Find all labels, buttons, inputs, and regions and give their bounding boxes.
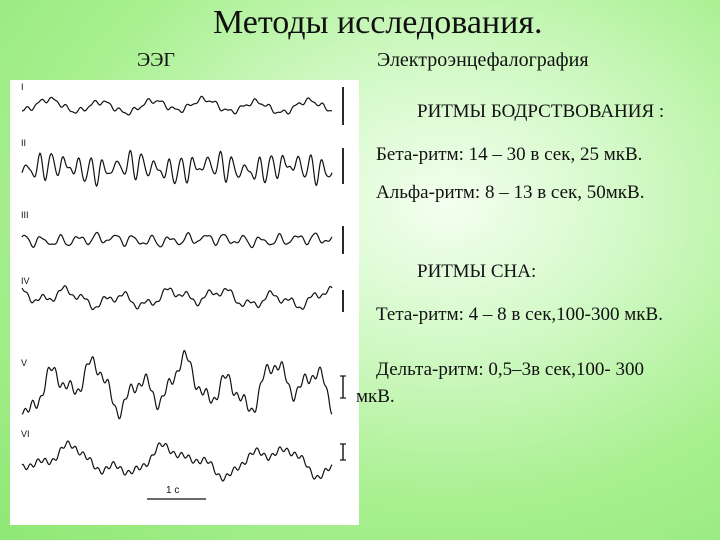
eeg-trace-label-2: II (21, 138, 26, 148)
eeg-trace-5 (21, 349, 333, 420)
eeg-trace-6 (21, 440, 333, 482)
delta-rhythm-text-continued: мкВ. (356, 386, 395, 407)
slide-title: Методы исследования. (213, 4, 543, 41)
delta-rhythm-text: Дельта-ритм: 0,5–3в сек,100- 300 (376, 359, 644, 380)
eeg-trace-label-5: V (21, 358, 27, 368)
eeg-abbreviation: ЭЭГ (137, 49, 175, 71)
eeg-trace-1 (22, 95, 333, 116)
eeg-trace-label-3: III (21, 210, 29, 220)
sleep-rhythms-heading: РИТМЫ СНА: (417, 261, 537, 282)
eeg-trace-label-4: IV (21, 276, 30, 286)
eeg-trace-4 (21, 285, 333, 311)
eeg-trace-3 (21, 231, 333, 249)
alpha-rhythm-text: Альфа-ритм: 8 – 13 в сек, 50мкВ. (376, 182, 645, 203)
beta-rhythm-text: Бета-ритм: 14 – 30 в сек, 25 мкВ. (376, 144, 643, 165)
eeg-trace-label-1: I (21, 82, 24, 92)
time-scale-label: 1 с (166, 485, 179, 496)
awake-rhythms-heading: РИТМЫ БОДРСТВОВАНИЯ : (417, 101, 665, 122)
eeg-trace-label-6: VI (21, 429, 30, 439)
eeg-figure: I II III IV V VI 1 с (10, 80, 359, 525)
eeg-full-name: Электроэнцефалография (377, 49, 589, 71)
theta-rhythm-text: Тета-ритм: 4 – 8 в сек,100-300 мкВ. (376, 304, 663, 325)
eeg-trace-2 (21, 149, 333, 188)
